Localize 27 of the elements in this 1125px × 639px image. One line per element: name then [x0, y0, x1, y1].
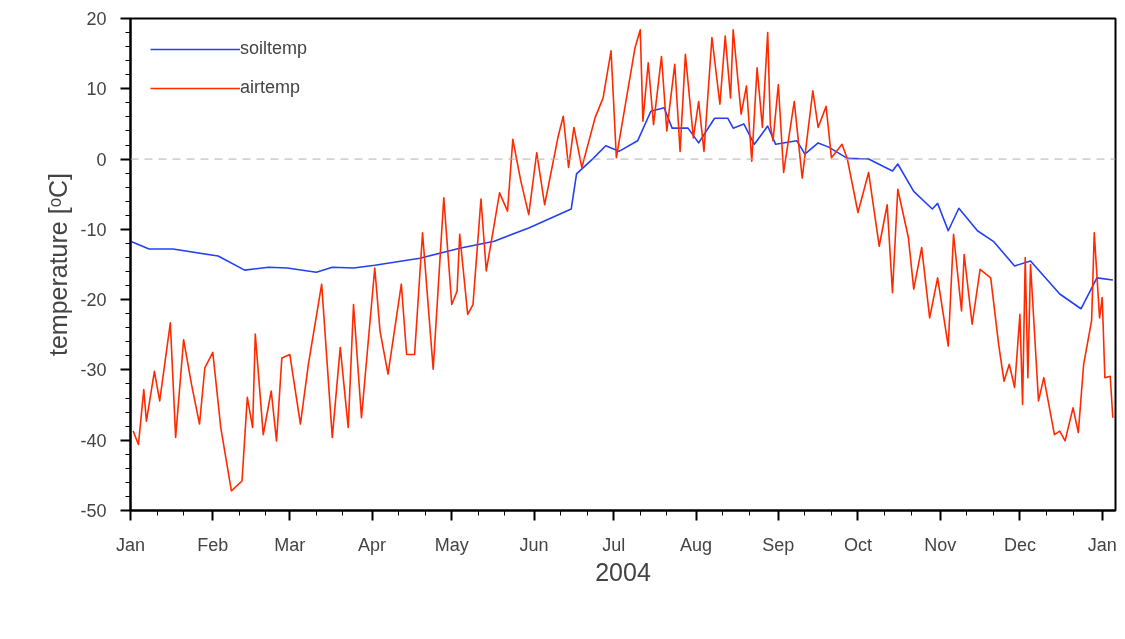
y-tick-label: 0	[96, 149, 107, 170]
x-tick-label: May	[434, 534, 469, 555]
legend-label: soiltemp	[240, 38, 308, 59]
line-series	[130, 106, 1114, 310]
y-tick-label: -40	[80, 430, 107, 451]
y-axis-title: temperature [ᵒC]	[44, 172, 73, 357]
y-tick-label: 10	[86, 79, 107, 100]
x-tick-label: Oct	[843, 534, 872, 555]
x-tick-label: Sep	[762, 534, 795, 555]
y-tick-label: -10	[80, 219, 107, 240]
y-tick-label: -20	[80, 290, 107, 311]
y-tick-label: -50	[80, 501, 107, 521]
x-tick-label: Feb	[197, 534, 229, 555]
x-tick-label: Aug	[680, 534, 713, 555]
y-tick-label: -30	[80, 360, 107, 381]
line-series	[132, 28, 1114, 492]
x-tick-label: Mar	[274, 534, 306, 555]
legend-label: airtemp	[240, 77, 301, 98]
x-tick-label: Nov	[924, 534, 957, 555]
x-tick-label: Jan	[115, 534, 146, 555]
x-axis-title: 2004	[595, 557, 651, 586]
x-tick-label: Jun	[519, 534, 549, 555]
x-tick-label: Dec	[1003, 534, 1036, 555]
y-tick-label: 20	[86, 9, 107, 29]
x-tick-label: Jul	[602, 534, 626, 555]
x-tick-label: Jan	[1087, 534, 1117, 555]
x-tick-label: Apr	[358, 534, 387, 555]
